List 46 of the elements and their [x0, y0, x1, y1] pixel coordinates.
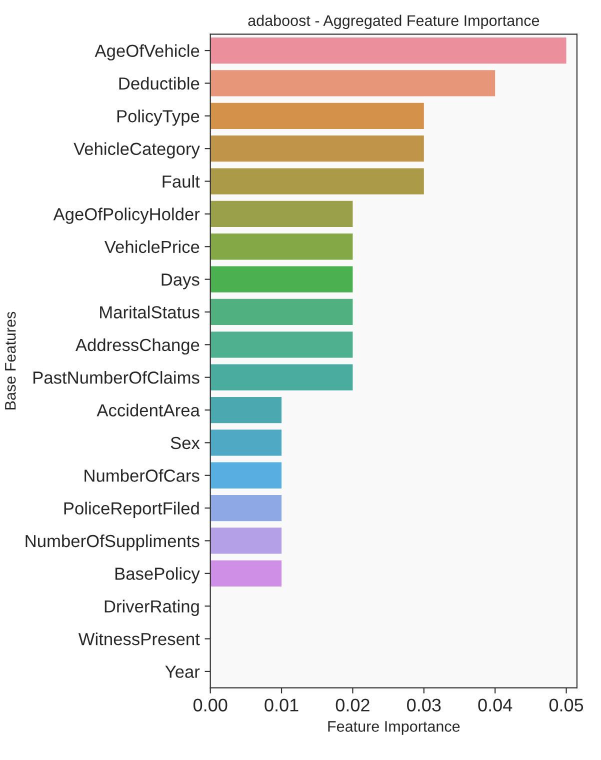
x-tick-label: 0.01: [264, 698, 298, 712]
x-tick-label: 0.04: [478, 698, 512, 712]
y-tick-label: BasePolicy: [115, 567, 200, 584]
y-tick-label: AgeOfPolicyHolder: [53, 208, 200, 224]
y-tick-label: Year: [165, 666, 200, 678]
bar: [210, 102, 424, 129]
y-tick-label: DriverRating: [104, 600, 199, 616]
y-tick-label: MaritalStatus: [100, 306, 200, 318]
bar: [210, 430, 282, 456]
y-tick-label: Deductible: [119, 76, 200, 90]
x-tick-label: 0.02: [336, 698, 370, 712]
y-tick-label: PoliceReportFiled: [64, 502, 199, 518]
y-tick-label: NumberOfSuppliments: [26, 534, 200, 551]
y-tick-label: WitnessPresent: [78, 632, 200, 646]
bar: [210, 168, 424, 194]
x-tick-label: 0.03: [407, 698, 441, 712]
bar: [210, 528, 282, 554]
y-tick-label: Sex: [170, 436, 200, 450]
bar: [210, 396, 282, 424]
y-tick-label: AddressChange: [75, 338, 200, 355]
bar: [210, 266, 353, 292]
y-tick-label: AccidentArea: [96, 404, 200, 416]
y-tick-label: VehicleCategory: [74, 142, 200, 158]
bar: [210, 136, 424, 162]
y-tick-label: Days: [162, 274, 200, 290]
bar: [210, 462, 282, 488]
x-axis-title: Feature Importance: [328, 721, 460, 735]
bar: [210, 70, 496, 96]
bar: [210, 560, 282, 586]
bar: [210, 234, 353, 260]
bar: [210, 298, 353, 326]
bar: [210, 200, 353, 228]
y-tick-label: NumberOfCars: [84, 469, 200, 482]
y-axis-title: Base Features: [5, 312, 16, 410]
x-tick-label: 0.05: [549, 698, 584, 712]
x-tick-label: 0.00: [193, 698, 228, 712]
bar: [210, 332, 353, 358]
chart-title: adaboost - Aggregated Feature Importance: [248, 14, 540, 30]
bar: [210, 364, 353, 390]
bar: [210, 494, 282, 522]
y-tick-label: Fault: [162, 174, 200, 188]
y-tick-label: PastNumberOfClaims: [34, 371, 200, 384]
y-tick-label: VehiclePrice: [104, 240, 200, 254]
y-tick-label: PolicyType: [117, 110, 200, 126]
bar: [210, 37, 566, 64]
y-tick-label: AgeOfVehicle: [94, 44, 200, 60]
